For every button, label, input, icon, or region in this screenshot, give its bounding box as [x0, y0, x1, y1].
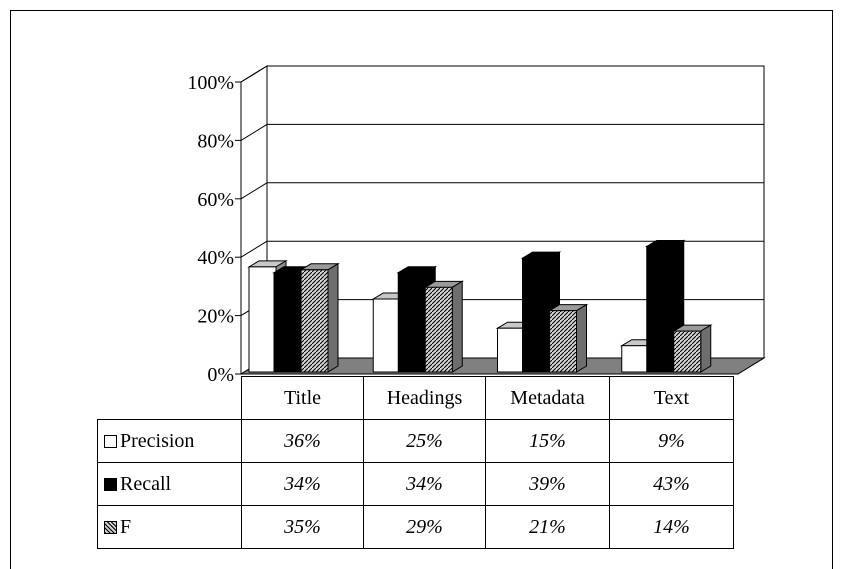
- data-label: 35%: [241, 505, 364, 549]
- data-label: 34%: [241, 462, 364, 506]
- data-label: 39%: [485, 462, 610, 506]
- table-row: Recall 34% 34% 39% 43%: [97, 462, 734, 506]
- legend-entry: F: [97, 505, 242, 549]
- table-header-row: Title Headings Metadata Text: [98, 376, 734, 420]
- bar: [621, 345, 650, 373]
- gridline: [240, 123, 268, 141]
- data-label: 29%: [363, 505, 486, 549]
- category-label: Title: [241, 376, 364, 420]
- bar: [248, 266, 277, 373]
- data-label: 36%: [241, 419, 364, 463]
- bar: [300, 269, 329, 373]
- bar: [549, 310, 577, 373]
- data-label: 14%: [609, 505, 734, 549]
- data-label: 43%: [609, 462, 734, 506]
- y-tick-label: 20%: [197, 306, 234, 328]
- plot-area: 0% 20% 40% 60% 80% 100%: [187, 65, 766, 386]
- y-tick-label: 100%: [187, 72, 234, 94]
- legend-label: F: [120, 515, 132, 538]
- table-row: Precision 36% 25% 15% 9%: [97, 419, 734, 463]
- bar-side: [451, 280, 463, 373]
- data-table: Title Headings Metadata Text Precision 36% 25%…: [97, 376, 734, 549]
- category-label: Metadata: [485, 376, 610, 420]
- bar: [424, 286, 453, 373]
- bar-side: [327, 262, 339, 373]
- legend-label: Precision: [120, 429, 195, 452]
- bar: [273, 272, 302, 373]
- y-tick-label: 80%: [197, 130, 234, 152]
- bar: [646, 245, 675, 373]
- bar-side: [700, 324, 712, 373]
- bar: [673, 330, 702, 373]
- gridline: [240, 240, 268, 258]
- gridline: [240, 182, 268, 200]
- legend-swatch: [104, 477, 117, 491]
- bar: [372, 298, 401, 373]
- data-label: 25%: [363, 419, 486, 463]
- gridline: [240, 65, 268, 83]
- legend-swatch: [104, 520, 117, 534]
- legend-swatch: [104, 434, 117, 448]
- category-label: Text: [609, 376, 734, 420]
- category-label: Headings: [363, 376, 486, 420]
- y-tick-label: 60%: [197, 189, 234, 211]
- bar: [397, 272, 426, 373]
- data-label: 15%: [485, 419, 610, 463]
- data-label: 21%: [485, 505, 610, 549]
- legend-entry: Precision: [97, 419, 242, 463]
- back-wall: [266, 65, 765, 359]
- data-label: 9%: [609, 419, 734, 463]
- y-tick-label: 40%: [197, 247, 234, 269]
- table-corner: [98, 377, 242, 420]
- bar: [522, 257, 550, 373]
- legend-label: Recall: [120, 472, 172, 495]
- bar-side: [576, 303, 587, 373]
- y-tick-label: 0%: [207, 364, 234, 386]
- bar: [497, 327, 525, 373]
- table-row: F 35% 29% 21% 14%: [97, 505, 734, 549]
- data-label: 34%: [363, 462, 486, 506]
- chart-border: [10, 10, 833, 569]
- legend-entry: Recall: [97, 462, 242, 506]
